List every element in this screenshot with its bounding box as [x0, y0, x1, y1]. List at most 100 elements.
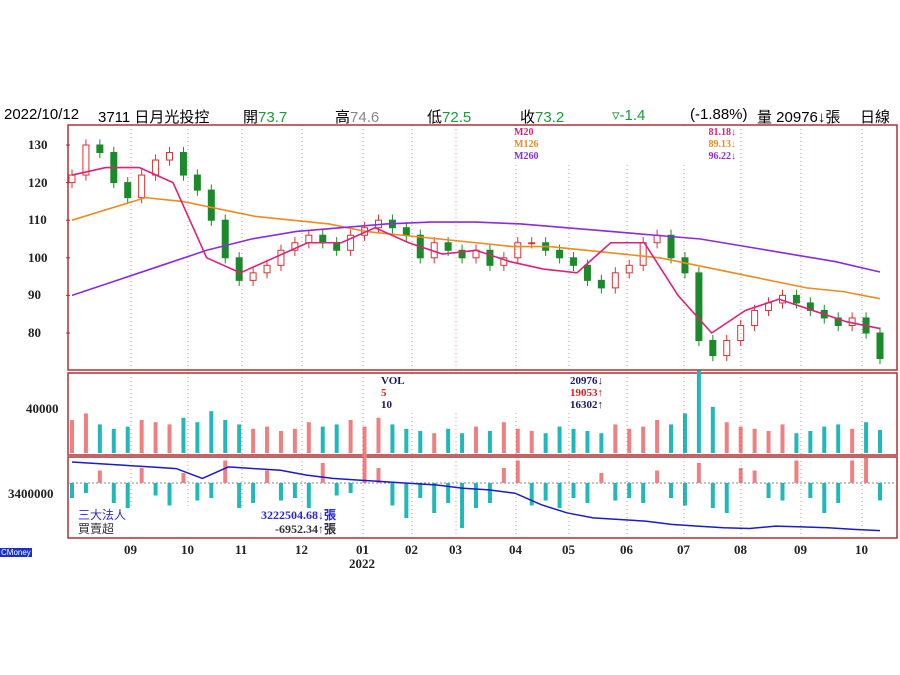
candle — [709, 340, 717, 357]
candle — [570, 257, 578, 266]
net-buy-bar — [780, 483, 785, 501]
close-value: 73.2 — [535, 109, 565, 126]
net-buy-bar — [181, 473, 186, 483]
candle — [152, 159, 160, 176]
low-value: 72.5 — [442, 109, 472, 126]
candle — [235, 257, 243, 281]
price-tick: 100 — [28, 249, 48, 265]
candle — [333, 242, 341, 251]
net-buy-bar — [766, 483, 771, 498]
net-buy-bar — [390, 483, 395, 506]
net-buy-bar — [710, 483, 715, 508]
net-buy-bar — [404, 483, 409, 518]
candle — [249, 272, 257, 281]
net-buy-bar — [139, 468, 144, 483]
volume-bar — [306, 422, 311, 453]
volume-tick: 40000 — [26, 401, 59, 416]
candle — [514, 242, 522, 259]
candle — [444, 242, 452, 251]
month-label: 04 — [509, 542, 522, 557]
candle — [611, 272, 619, 289]
candle — [277, 249, 285, 266]
net-buy-bar — [97, 470, 102, 483]
cmoney-logo: CMoney — [0, 548, 32, 557]
inst-tick: 3400000 — [8, 486, 54, 501]
candle — [695, 272, 703, 342]
net-buy-bar — [808, 483, 813, 498]
candle — [179, 152, 187, 176]
net-buy-bar — [529, 483, 534, 506]
net-buy-bar — [543, 483, 548, 501]
ma260-line — [71, 221, 881, 297]
candle — [639, 242, 647, 266]
legend-net: 買賣超 -6952.34↑張 — [78, 522, 336, 536]
volume-bar — [474, 426, 478, 453]
net-buy-bar — [251, 483, 256, 503]
candle — [193, 174, 201, 191]
volume-bar — [571, 428, 576, 453]
month-label: 10 — [855, 542, 868, 557]
ma126-line — [71, 196, 881, 300]
volume-value: 量 20976↓張 — [757, 109, 841, 126]
volume-bar — [808, 431, 813, 453]
net-buy-bar — [209, 483, 214, 498]
price-tick: 110 — [28, 212, 47, 228]
year-label: 2022 — [349, 556, 375, 571]
net-buy-bar — [585, 483, 590, 503]
volume-bar — [390, 424, 395, 453]
volume-bar — [209, 411, 214, 453]
candle — [402, 227, 410, 236]
net-buy-bar — [83, 483, 88, 493]
volume-bar — [139, 420, 144, 453]
net-buy-bar — [278, 483, 283, 501]
volume-bar — [780, 424, 785, 453]
volume-bar — [237, 424, 242, 453]
candle — [667, 234, 675, 259]
legend-vol5: 5 19053↑ — [381, 387, 603, 399]
net-buy-bar — [613, 483, 618, 501]
volume-bar — [752, 428, 757, 453]
net-buy-bar — [446, 483, 451, 503]
month-label: 12 — [295, 542, 308, 557]
volume-bar — [696, 370, 701, 453]
volume-bar — [682, 413, 687, 453]
month-label: 10 — [181, 542, 194, 557]
volume-bar — [655, 420, 660, 453]
volume-bar — [460, 433, 465, 453]
volume-bar — [195, 422, 200, 453]
net-buy-bar — [111, 483, 116, 503]
period-selector[interactable]: 日線 — [860, 109, 891, 126]
candle — [82, 144, 90, 176]
volume-bar — [529, 431, 534, 453]
ma20-line — [71, 166, 881, 335]
stock-name: 3711 日月光投控 — [98, 109, 210, 126]
volume-bar — [794, 433, 799, 453]
month-label: 06 — [620, 542, 633, 557]
low-label: 低 — [427, 109, 443, 126]
panel-frame-0 — [67, 124, 898, 371]
volume-bar — [265, 426, 270, 453]
volume-legend: VOL 20976↓ 5 19053↑ 10 16302↑ — [377, 375, 607, 411]
net-buy-bar — [432, 483, 437, 513]
month-label: 03 — [449, 542, 462, 557]
net-buy-bar — [460, 483, 465, 528]
candle — [500, 257, 508, 266]
volume-bar — [292, 428, 297, 453]
volume-bar — [864, 422, 869, 453]
candle — [305, 234, 313, 244]
net-buy-bar — [195, 483, 200, 501]
net-buy-bar — [738, 468, 743, 483]
volume-bar — [404, 428, 409, 453]
candle — [583, 264, 591, 281]
legend-vol: VOL 20976↓ — [381, 375, 603, 387]
volume-bar — [766, 431, 771, 453]
net-buy-bar — [571, 483, 576, 498]
candle — [597, 279, 605, 289]
month-label: 09 — [124, 542, 137, 557]
net-buy-bar — [850, 460, 855, 483]
volume-bar — [418, 431, 423, 453]
volume-bar — [487, 431, 492, 453]
candle — [207, 189, 215, 221]
net-buy-bar — [70, 483, 74, 498]
